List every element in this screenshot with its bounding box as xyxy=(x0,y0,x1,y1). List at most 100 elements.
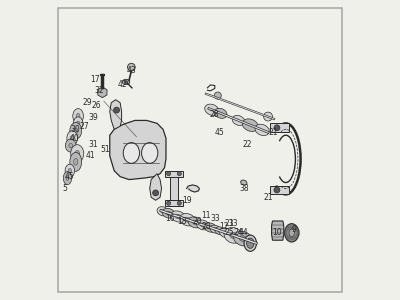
Text: 18: 18 xyxy=(177,217,186,226)
Text: 29: 29 xyxy=(83,98,92,107)
Ellipse shape xyxy=(160,209,165,213)
Text: 26: 26 xyxy=(91,101,101,110)
Ellipse shape xyxy=(71,145,84,162)
Ellipse shape xyxy=(73,117,83,130)
Circle shape xyxy=(274,125,280,131)
Text: 25: 25 xyxy=(224,228,234,237)
Ellipse shape xyxy=(69,143,72,148)
Circle shape xyxy=(177,172,181,176)
Ellipse shape xyxy=(246,238,254,248)
Ellipse shape xyxy=(74,158,78,165)
Text: 20: 20 xyxy=(192,217,202,226)
Circle shape xyxy=(114,107,120,113)
Text: 40: 40 xyxy=(69,134,79,143)
Ellipse shape xyxy=(204,223,217,232)
Text: 17: 17 xyxy=(90,74,100,83)
Text: 45: 45 xyxy=(214,128,224,137)
Ellipse shape xyxy=(230,232,237,239)
Circle shape xyxy=(214,92,221,99)
Text: 11: 11 xyxy=(201,211,211,220)
Polygon shape xyxy=(150,174,162,200)
Ellipse shape xyxy=(184,217,191,222)
Ellipse shape xyxy=(66,176,69,180)
Text: 42: 42 xyxy=(118,80,127,89)
Text: 44: 44 xyxy=(239,228,249,237)
Polygon shape xyxy=(270,185,289,194)
Ellipse shape xyxy=(162,208,175,218)
Ellipse shape xyxy=(218,229,222,233)
Ellipse shape xyxy=(224,227,243,243)
Ellipse shape xyxy=(76,121,80,126)
Ellipse shape xyxy=(255,124,269,136)
Ellipse shape xyxy=(215,227,225,235)
Ellipse shape xyxy=(289,229,294,236)
Polygon shape xyxy=(110,120,166,180)
Text: 16: 16 xyxy=(165,214,175,223)
Ellipse shape xyxy=(74,128,78,134)
Ellipse shape xyxy=(210,225,220,233)
Ellipse shape xyxy=(232,116,245,125)
Text: 19: 19 xyxy=(182,196,192,205)
Ellipse shape xyxy=(239,236,246,242)
Ellipse shape xyxy=(70,136,74,141)
Ellipse shape xyxy=(219,228,232,238)
Ellipse shape xyxy=(192,220,198,225)
Circle shape xyxy=(128,63,135,71)
Text: 13: 13 xyxy=(228,220,238,229)
Text: 41: 41 xyxy=(86,152,95,160)
Text: 23: 23 xyxy=(224,220,234,229)
Text: 28: 28 xyxy=(210,110,219,119)
Ellipse shape xyxy=(241,180,247,185)
Ellipse shape xyxy=(234,231,252,246)
Text: 30: 30 xyxy=(71,125,81,134)
Polygon shape xyxy=(170,171,178,200)
Text: 45: 45 xyxy=(64,172,74,181)
Ellipse shape xyxy=(213,228,217,231)
Ellipse shape xyxy=(180,214,196,226)
Ellipse shape xyxy=(223,231,228,235)
Ellipse shape xyxy=(76,113,80,119)
Ellipse shape xyxy=(242,119,258,131)
Ellipse shape xyxy=(208,226,213,230)
Text: 39: 39 xyxy=(88,113,98,122)
Ellipse shape xyxy=(200,223,206,227)
Ellipse shape xyxy=(285,224,299,242)
Polygon shape xyxy=(165,200,183,206)
Polygon shape xyxy=(98,87,107,98)
Text: 9: 9 xyxy=(292,225,296,234)
Ellipse shape xyxy=(73,109,84,123)
Ellipse shape xyxy=(171,211,186,222)
Ellipse shape xyxy=(65,139,76,152)
Ellipse shape xyxy=(75,150,80,157)
Ellipse shape xyxy=(142,142,158,163)
Ellipse shape xyxy=(157,207,169,216)
Ellipse shape xyxy=(63,172,72,184)
Ellipse shape xyxy=(124,81,128,83)
Circle shape xyxy=(264,112,272,121)
Text: 21: 21 xyxy=(269,128,278,137)
Ellipse shape xyxy=(175,214,181,219)
Polygon shape xyxy=(165,171,183,177)
Text: 51: 51 xyxy=(100,146,110,154)
Ellipse shape xyxy=(67,131,78,146)
Ellipse shape xyxy=(70,122,82,139)
Text: 21: 21 xyxy=(263,193,273,202)
Ellipse shape xyxy=(70,152,82,171)
Text: 10: 10 xyxy=(272,228,282,237)
Ellipse shape xyxy=(205,104,219,116)
Ellipse shape xyxy=(166,211,171,215)
Ellipse shape xyxy=(122,79,130,85)
Polygon shape xyxy=(187,185,200,192)
Polygon shape xyxy=(270,123,289,132)
Text: 22: 22 xyxy=(242,140,252,148)
Text: 27: 27 xyxy=(79,122,89,131)
Text: 38: 38 xyxy=(239,184,248,193)
Ellipse shape xyxy=(65,164,74,177)
Ellipse shape xyxy=(123,142,140,163)
Ellipse shape xyxy=(196,220,209,230)
Text: 32: 32 xyxy=(95,86,104,95)
Text: 28: 28 xyxy=(202,222,211,231)
Circle shape xyxy=(153,190,158,196)
Text: 33: 33 xyxy=(210,214,220,223)
Text: 43: 43 xyxy=(127,66,137,75)
